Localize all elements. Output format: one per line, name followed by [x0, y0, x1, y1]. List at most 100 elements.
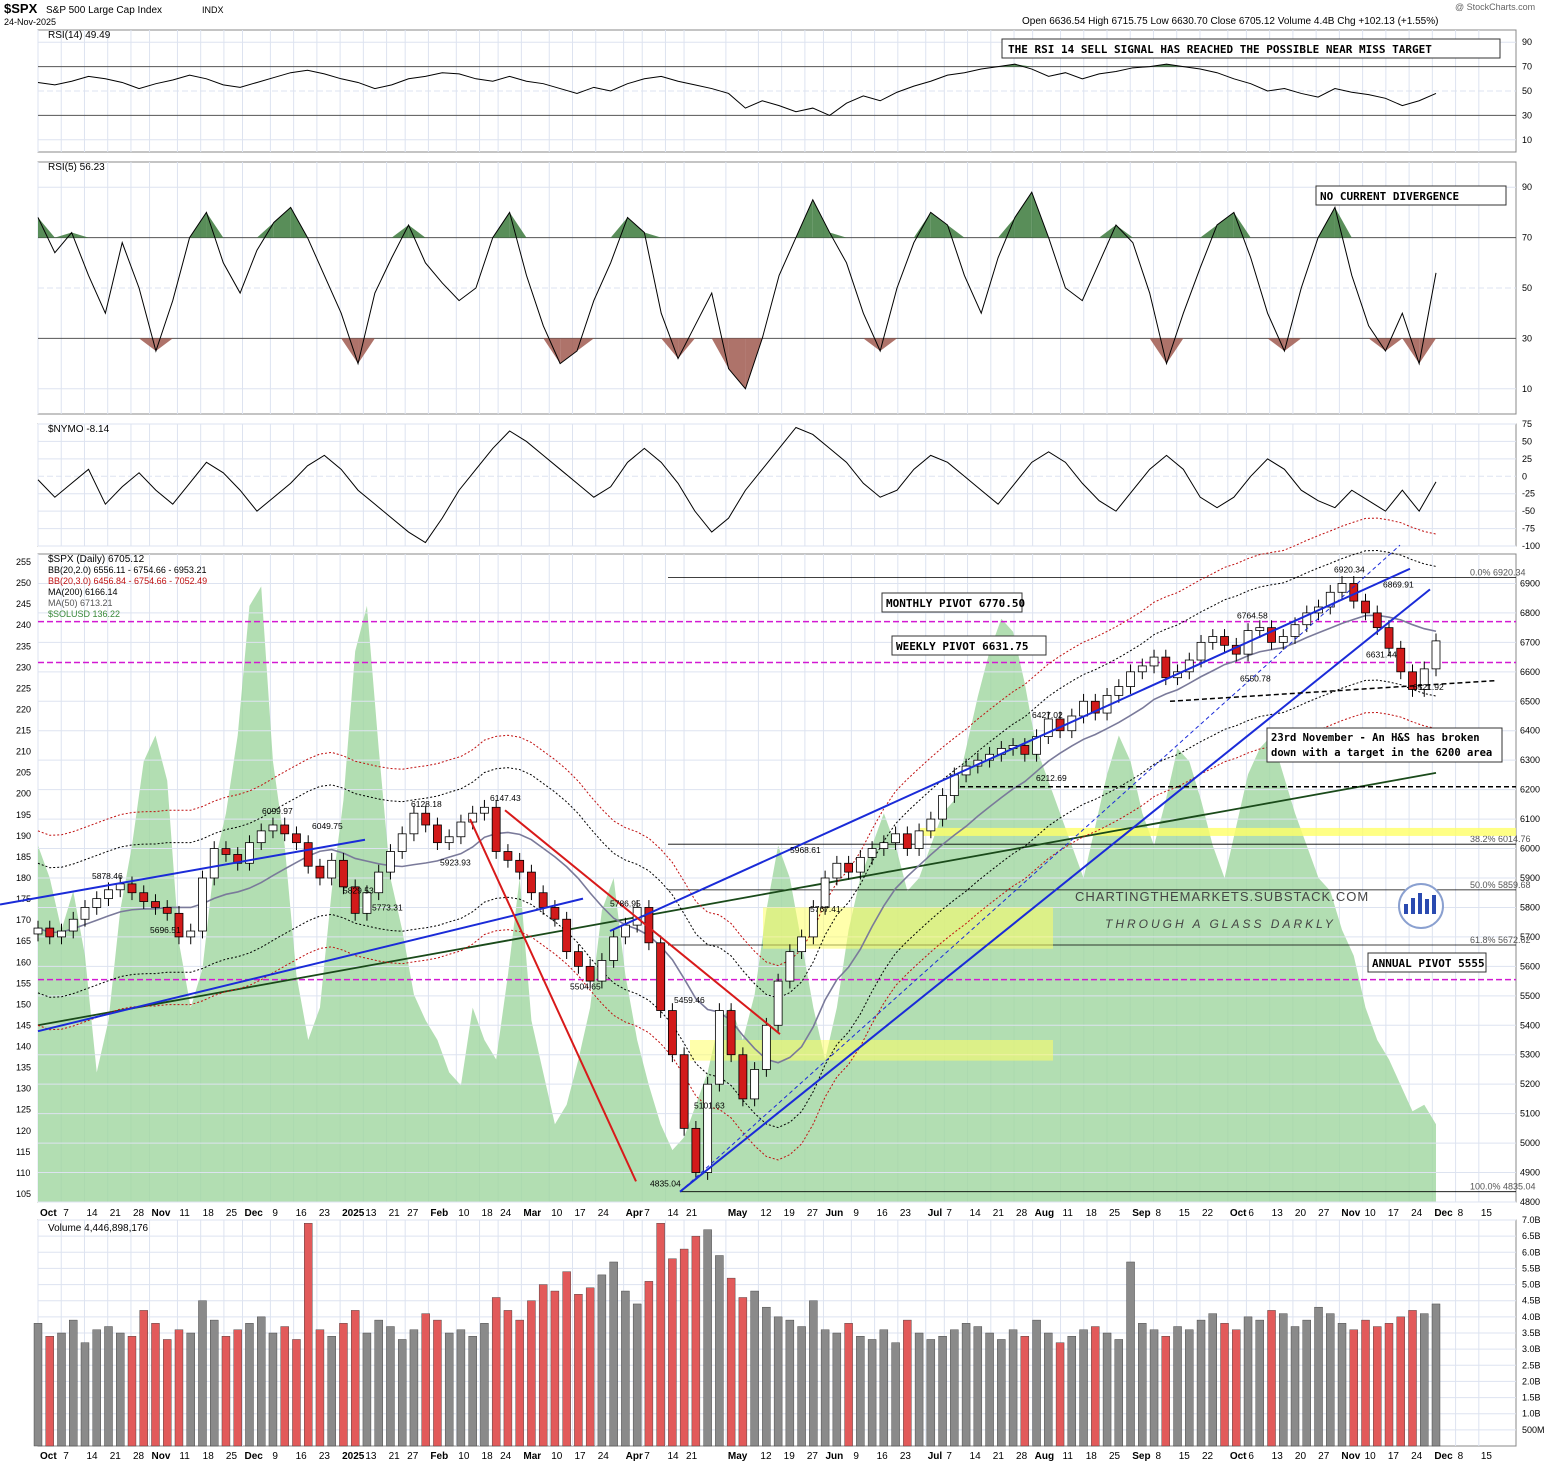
price-ytick-16: 6400 [1520, 726, 1540, 736]
rsi5-os-fill-7 [155, 338, 173, 351]
xlabel-bottom-22: 10 [551, 1451, 563, 1462]
rsi5-os-fill-40 [711, 338, 729, 369]
price-annotation-16: 6427.02 [1032, 710, 1063, 720]
volume-bar-70 [856, 1336, 865, 1447]
candle-body-59 [726, 1010, 736, 1056]
xlabel-bottom-38: 7 [946, 1451, 952, 1462]
candle-body-114 [1372, 612, 1382, 629]
candle-body-31 [397, 833, 407, 852]
candle-body-6 [104, 889, 113, 900]
price-ytick-5: 5300 [1520, 1050, 1540, 1060]
xlabel-bottom-4: 28 [133, 1451, 145, 1462]
candle-body-111 [1337, 583, 1347, 593]
xlabel-top-13: 2025 [342, 1208, 365, 1219]
xlabel-bottom-39: 14 [970, 1451, 982, 1462]
rsi14-ytick-3: 70 [1522, 62, 1532, 72]
rsi14-legend: RSI(14) 49.49 [48, 30, 111, 41]
volume-bar-82 [997, 1339, 1006, 1447]
volume-bar-99 [1196, 1319, 1206, 1447]
volume-bar-39 [491, 1297, 501, 1447]
vol-ytick-5: 3.0B [1522, 1344, 1541, 1354]
xlabel-top-51: 6 [1248, 1208, 1254, 1219]
candle-body-78 [949, 774, 959, 796]
price-annotation-13: 4835.04 [650, 1179, 681, 1189]
xlabel-top-16: 27 [407, 1208, 419, 1219]
rsi5-ob-fill-70 [1217, 212, 1234, 238]
chart-symbol: $SPX [4, 1, 38, 16]
candle-body-40 [503, 851, 513, 861]
support-zone-5300 [690, 1040, 1053, 1061]
volume-bar-78 [950, 1329, 959, 1447]
price-panel: 4800 4900 5000 5100 5200 5300 5400 5500 5600 5700… [0, 517, 1540, 1207]
xlabel-bottom-41: 28 [1016, 1451, 1028, 1462]
candle-body-94 [1137, 665, 1147, 673]
candle-body-38 [480, 806, 489, 814]
price-ytick-12: 6000 [1520, 844, 1540, 854]
xlabel-bottom-0: Oct [40, 1451, 57, 1462]
candle-body-23 [303, 842, 313, 867]
xlabel-bottom-32: 27 [807, 1451, 819, 1462]
candle-body-48 [597, 960, 607, 982]
xlabel-top-7: 18 [203, 1208, 215, 1219]
candle-body-34 [433, 824, 442, 844]
rsi14-annotation: THE RSI 14 SELL SIGNAL HAS REACHED THE P… [1008, 43, 1432, 56]
xlabel-top-20: 24 [500, 1208, 512, 1219]
price-left-ytick-4: 125 [16, 1105, 31, 1115]
volume-bar-0 [33, 1323, 43, 1447]
candle-body-92 [1114, 686, 1124, 696]
candle-body-22 [292, 833, 301, 844]
price-annotation-0: 6099.97 [262, 806, 293, 816]
price-annotation-11: 5459.46 [674, 995, 705, 1005]
price-left-ytick-7: 140 [16, 1042, 31, 1052]
candle-body-41 [515, 859, 525, 873]
volume-bar-57 [703, 1229, 712, 1447]
price-legend-0: $SPX (Daily) 6705.12 [48, 554, 145, 565]
vol-ytick-0: 500M [1522, 1425, 1545, 1435]
rsi5-ob-fill-36 [644, 232, 662, 238]
price-left-ytick-23: 220 [16, 704, 31, 714]
xlabel-top-3: 21 [110, 1208, 122, 1219]
candle-body-44 [550, 907, 560, 920]
volume-bar-63 [773, 1316, 783, 1447]
candle-body-39 [491, 806, 501, 852]
candle-body-2 [57, 930, 66, 938]
candle-body-16 [221, 848, 231, 855]
xlabel-top-54: 27 [1318, 1208, 1330, 1219]
price-left-ytick-16: 185 [16, 852, 31, 862]
xlabel-top-32: 27 [807, 1208, 819, 1219]
candle-body-27 [350, 886, 360, 914]
candle-body-33 [421, 812, 431, 826]
xlabel-top-17: Feb [430, 1208, 448, 1219]
candle-body-49 [609, 936, 619, 961]
weekly-pivot-label: WEEKLY PIVOT 6631.75 [896, 640, 1028, 653]
xlabel-top-40: 21 [993, 1208, 1005, 1219]
xlabel-top-44: 18 [1086, 1208, 1098, 1219]
volume-bar-60 [738, 1297, 748, 1447]
vol-ytick-12: 6.5B [1522, 1231, 1541, 1241]
rsi5-ytick-2: 50 [1522, 283, 1532, 293]
price-ytick-2: 5000 [1520, 1138, 1540, 1148]
volume-bar-51 [632, 1303, 642, 1447]
volume-bar-112 [1349, 1329, 1358, 1447]
price-ytick-4: 5200 [1520, 1079, 1540, 1089]
xlabel-bottom-19: 18 [482, 1451, 494, 1462]
rsi5-ob-fill-2 [71, 232, 89, 238]
x-axis: Oct Oct 7 7 14 14 21 21 28 28 Nov Nov 11 11 18 18 25 25 De… [40, 1208, 1492, 1462]
xlabel-bottom-23: 17 [574, 1451, 586, 1462]
xlabel-bottom-7: 18 [203, 1451, 215, 1462]
price-annotation-7: 5773.31 [372, 902, 403, 912]
price-left-ytick-30: 255 [16, 557, 31, 567]
volume-bar-110 [1326, 1313, 1335, 1447]
candle-body-35 [444, 836, 454, 844]
candle-body-26 [339, 859, 348, 888]
candle-body-96 [1161, 656, 1171, 679]
rsi5-ob-fill-53 [930, 212, 948, 238]
price-left-ytick-11: 160 [16, 957, 31, 967]
xlabel-bottom-14: 13 [365, 1451, 377, 1462]
candle-body-19 [256, 830, 266, 844]
trendline-1 [0, 838, 366, 906]
xlabel-top-28: 21 [686, 1208, 698, 1219]
xlabel-bottom-60: 8 [1458, 1451, 1464, 1462]
volume-bar-92 [1114, 1339, 1124, 1447]
candle-body-101 [1220, 636, 1229, 646]
